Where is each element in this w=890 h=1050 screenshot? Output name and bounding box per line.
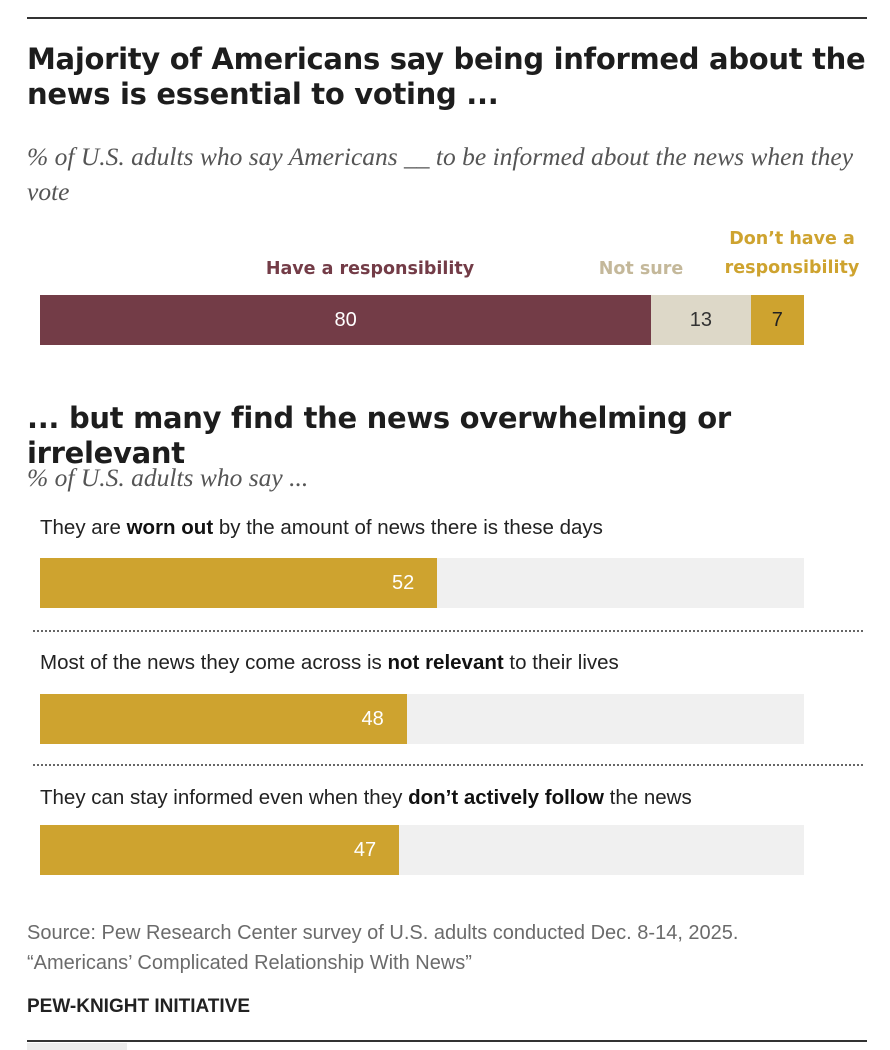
bar-category-label: They can stay informed even when they do… bbox=[40, 786, 692, 810]
segment-dont-have: 7 bbox=[750, 295, 804, 345]
label-text: Most of the news they come across is bbox=[40, 651, 388, 674]
row-divider bbox=[33, 764, 863, 766]
label-text: by the amount of news there is these day… bbox=[213, 516, 603, 539]
segment-not-sure: 13 bbox=[651, 295, 751, 345]
data-label: 80 bbox=[334, 308, 357, 331]
bar bbox=[40, 694, 407, 744]
bottom-tab bbox=[27, 1043, 127, 1050]
data-label: 13 bbox=[689, 308, 712, 331]
source-note: Source: Pew Research Center survey of U.… bbox=[27, 918, 877, 978]
bar bbox=[40, 558, 438, 608]
segment-responsibility: 80 bbox=[40, 295, 652, 345]
legend-label-dont-have: Don’t have a responsibility bbox=[724, 229, 860, 278]
label-text: to their lives bbox=[503, 651, 619, 674]
data-label: 7 bbox=[771, 308, 783, 331]
chart-title-2: ... but many find the news overwhelming … bbox=[27, 401, 731, 470]
bar bbox=[40, 825, 400, 875]
top-rule bbox=[27, 17, 867, 19]
chart-title-1: Majority of Americans say being informed… bbox=[27, 42, 866, 111]
legend-label-responsibility: Have a responsibility bbox=[265, 259, 475, 279]
label-text: the news bbox=[603, 786, 692, 809]
source-line: Source: Pew Research Center survey of U.… bbox=[27, 922, 739, 944]
legend-label-not-sure: Not sure bbox=[598, 259, 684, 279]
chart-subtitle-1: % of U.S. adults who say Americans __ to… bbox=[27, 142, 854, 206]
report-title-line: “Americans’ Complicated Relationship Wit… bbox=[27, 952, 472, 974]
chart-subtitle-2: % of U.S. adults who say ... bbox=[27, 463, 309, 492]
bottom-rule bbox=[27, 1040, 867, 1042]
bar-category-label: They are worn out by the amount of news … bbox=[40, 516, 603, 540]
label-emphasis: don’t actively follow bbox=[408, 786, 604, 809]
label-text: They are bbox=[40, 516, 127, 539]
label-text: They can stay informed even when they bbox=[40, 786, 409, 809]
bar-category-label: Most of the news they come across is not… bbox=[40, 651, 619, 675]
label-emphasis: not relevant bbox=[387, 651, 504, 674]
data-label: 47 bbox=[353, 838, 377, 861]
data-label: 52 bbox=[392, 571, 415, 594]
label-emphasis: worn out bbox=[126, 516, 214, 539]
row-divider bbox=[33, 630, 863, 632]
data-label: 48 bbox=[361, 707, 384, 730]
footer-brand: PEW-KNIGHT INITIATIVE bbox=[27, 996, 251, 1017]
